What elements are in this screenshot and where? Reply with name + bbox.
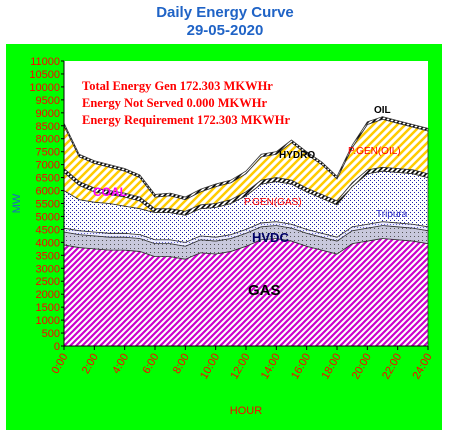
y-tick-label: 6500	[36, 173, 60, 185]
chart-frame: 0 500 1000 1500 2000 2500 3000 3500 4000 4500 5000…	[6, 44, 442, 430]
x-tick-label: 20:00	[350, 352, 374, 382]
x-tick-label: 0:00	[49, 352, 70, 377]
x-tick-label: 8:00	[171, 352, 192, 377]
energy-summary-line-3: Energy Requirement 172.303 MKWHr	[82, 113, 291, 127]
chart-svg: 0500100015002000250030003500400045005000…	[11, 56, 435, 417]
pgen-oil-label: P.GEN(OIL)	[348, 146, 401, 157]
series-area-gas	[63, 238, 429, 347]
x-tick-label: 18:00	[319, 352, 343, 382]
y-tick-label: 9500	[36, 95, 60, 107]
y-tick-label: 1500	[36, 302, 60, 314]
hvdc-label: HVDC	[252, 230, 289, 245]
y-tick-label: 9000	[36, 108, 60, 120]
y-tick-label: 3500	[36, 250, 60, 262]
y-tick-label: 8500	[36, 121, 60, 133]
x-tick-label: 2:00	[80, 352, 101, 377]
oil-label: OIL	[374, 105, 391, 116]
y-tick-label: 4500	[36, 224, 60, 236]
y-tick-label: 10000	[29, 82, 60, 94]
series-area-oil	[63, 116, 429, 201]
y-tick-label: 3000	[36, 263, 60, 275]
energy-summary-line-2: Energy Not Served 0.000 MKWHr	[82, 96, 267, 110]
x-tick-label: 4:00	[110, 352, 131, 377]
x-tick-label: 16:00	[289, 352, 313, 382]
y-tick-label: 4000	[36, 237, 60, 249]
chart-subtitle: 29-05-2020	[186, 22, 264, 39]
x-tick-label: 24:00	[410, 352, 434, 382]
y-tick-label: 6000	[36, 186, 60, 198]
y-tick-label: 2000	[36, 289, 60, 301]
y-tick-label: 0	[54, 341, 60, 353]
coal-label: COAL	[93, 185, 127, 199]
chart-title: Daily Energy Curve	[156, 4, 294, 21]
x-tick-label: 14:00	[259, 352, 283, 382]
y-tick-label: 1000	[36, 315, 60, 327]
y-axis-title: MW	[11, 193, 23, 213]
gas-label: GAS	[248, 282, 281, 299]
x-tick-label: 12:00	[228, 352, 252, 382]
y-tick-label: 7000	[36, 160, 60, 172]
hydro-label: HYDRO	[279, 150, 315, 161]
x-tick-label: 10:00	[198, 352, 222, 382]
tripura-label: Tripura	[376, 209, 408, 220]
y-tick-label: 500	[42, 328, 60, 340]
x-tick-label: 22:00	[380, 352, 404, 382]
y-tick-label: 7500	[36, 147, 60, 159]
pgen-gas-label: P.GEN(GAS)	[244, 197, 302, 208]
x-tick-label: 6:00	[140, 352, 161, 377]
y-tick-label: 5000	[36, 211, 60, 223]
energy-summary-line-1: Total Energy Gen 172.303 MKWHr	[82, 79, 273, 93]
y-tick-label: 10500	[29, 69, 60, 81]
y-tick-label: 11000	[30, 56, 60, 68]
y-tick-label: 5500	[36, 199, 60, 211]
x-axis-title: HOUR	[230, 405, 262, 417]
y-tick-label: 2500	[36, 276, 60, 288]
y-tick-label: 8000	[36, 134, 60, 146]
